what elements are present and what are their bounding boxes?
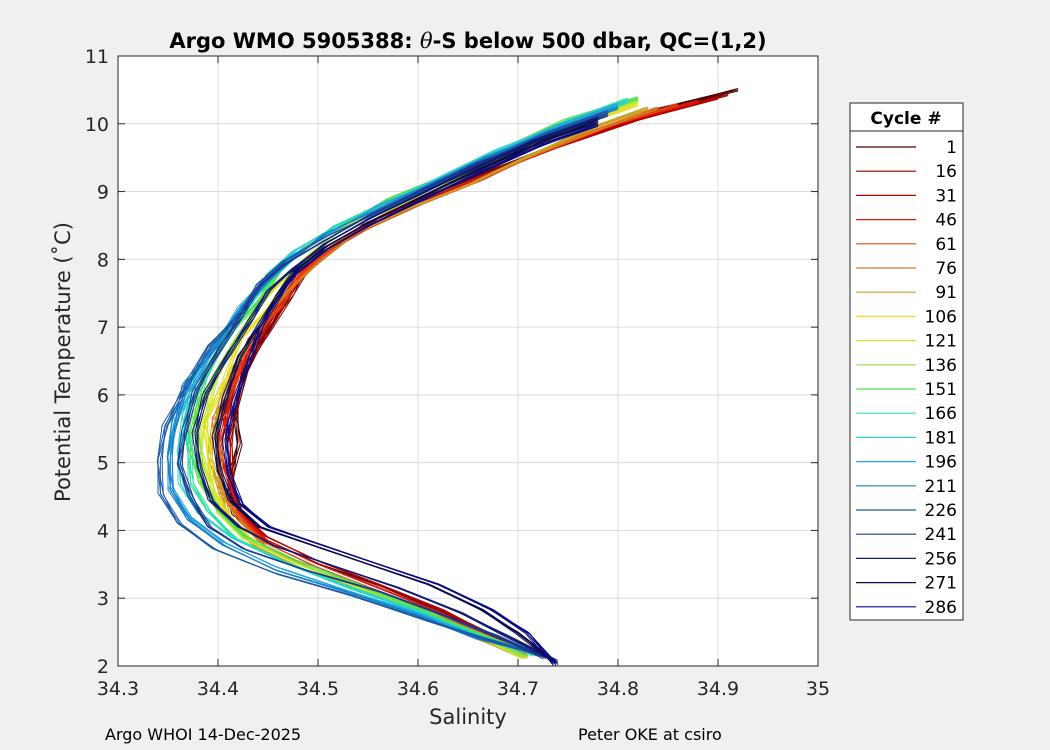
legend-label: 151 [925, 380, 957, 400]
series-line-cycle-271 [214, 121, 594, 662]
y-tick-label: 4 [97, 520, 109, 542]
footer-right-text: Peter OKE at csiro [578, 725, 722, 744]
series-line-cycle-286 [224, 124, 594, 664]
y-tick-label: 9 [97, 182, 109, 204]
series-line-cycle-46 [221, 101, 694, 654]
x-tick-label: 34.4 [197, 678, 239, 700]
chart-title: Argo WMO 5905388: θ-S below 500 dbar, QC… [169, 29, 766, 53]
legend-label: 196 [925, 453, 957, 473]
legend-entries: 1 16 31 46 61 76 91 106 121 136 151 166 181 196 211 226… [856, 138, 957, 618]
legend-label: 16 [935, 162, 957, 182]
y-tick-label: 7 [97, 317, 109, 339]
legend: Cycle # 11631466176911061211361511661811… [849, 102, 964, 621]
legend-label: 61 [935, 235, 957, 255]
series-line-cycle-241 [181, 114, 604, 658]
legend-label: 46 [935, 211, 957, 231]
legend-label: 166 [925, 404, 957, 424]
legend-label: 76 [935, 259, 957, 279]
legend-label: 241 [925, 525, 957, 545]
legend-label: 286 [925, 598, 957, 618]
y-tick-label: 2 [97, 656, 109, 678]
y-tick-label: 10 [85, 114, 109, 136]
y-tick-labels: 2 3 4 5 6 7 8 9 10 11 [85, 46, 109, 678]
series-line-cycle-256 [194, 118, 594, 660]
chart-title-theta: θ [420, 29, 433, 53]
x-tick-label: 34.9 [697, 678, 739, 700]
x-tick-label: 34.6 [397, 678, 439, 700]
legend-label: 31 [935, 186, 957, 206]
series-line-cycle-211 [171, 107, 614, 652]
plot-frame [117, 55, 819, 667]
y-tick-label: 11 [85, 46, 109, 68]
legend-label: 91 [935, 283, 957, 303]
y-tick-label: 3 [97, 588, 109, 610]
legend-label: 271 [925, 574, 957, 594]
x-axis-label: Salinity [429, 705, 507, 729]
y-axis-label: Potential Temperature (˚C) [51, 222, 75, 502]
legend-label: 211 [925, 477, 957, 497]
x-tick-label: 34.3 [97, 678, 139, 700]
plot-area [118, 56, 818, 666]
y-tick-label: 5 [97, 453, 109, 475]
y-tick-label: 6 [97, 385, 109, 407]
x-tick-label: 34.5 [297, 678, 339, 700]
y-tick-label: 8 [97, 249, 109, 271]
chart-title-prefix: Argo WMO 5905388: [169, 29, 420, 53]
footer-left-text: Argo WHOI 14-Dec-2025 [105, 725, 302, 744]
legend-label: 256 [925, 549, 957, 569]
series-layer [156, 88, 739, 666]
legend-label: 121 [925, 332, 957, 352]
x-tick-label: 35 [806, 678, 830, 700]
x-tick-labels: 34.3 34.4 34.5 34.6 34.7 34.8 34.9 35 [97, 678, 830, 700]
legend-label: 1 [946, 138, 957, 158]
x-tick-label: 34.7 [497, 678, 539, 700]
series-line-cycle-226 [161, 111, 604, 656]
x-tick-label: 34.8 [597, 678, 639, 700]
legend-title: Cycle # [870, 109, 941, 129]
legend-label: 136 [925, 356, 957, 376]
chart-title-suffix: -S below 500 dbar, QC=(1,2) [433, 29, 767, 53]
legend-label: 181 [925, 428, 957, 448]
tick-marks [117, 55, 819, 667]
legend-label: 106 [925, 307, 957, 327]
legend-label: 226 [925, 501, 957, 521]
